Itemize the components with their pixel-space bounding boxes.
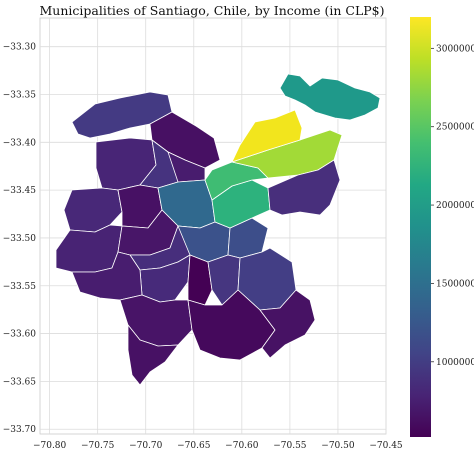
x-tick-labels: −70.80 −70.75 −70.70 −70.65 −70.60 −70.55 −70.… (33, 441, 403, 451)
map-title: Municipalities of Santiago, Chile, by In… (39, 3, 384, 18)
y-tick-label: −33.70 (3, 425, 37, 435)
colorbar: 1000000 1500000 2000000 2500000 3000000 (410, 17, 474, 437)
x-tick-label: −70.50 (321, 441, 355, 451)
x-tick-label: −70.80 (33, 441, 67, 451)
x-tick-label: −70.45 (369, 441, 403, 451)
y-tick-label: −33.55 (3, 282, 37, 292)
x-tick-label: −70.55 (273, 441, 307, 451)
region-east-penalolen (267, 159, 341, 216)
y-tick-label: −33.45 (3, 186, 37, 196)
x-tick-label: −70.70 (129, 441, 163, 451)
y-tick-label: −33.30 (3, 43, 37, 53)
colorbar-tick-label: 2000000 (436, 201, 474, 211)
y-tick-label: −33.35 (3, 91, 37, 101)
colorbar-tick-label: 2500000 (436, 123, 474, 133)
x-tick-label: −70.65 (177, 441, 211, 451)
y-tick-label: −33.40 (3, 138, 37, 148)
y-tick-label: −33.60 (3, 330, 37, 340)
colorbar-tick-label: 3000000 (436, 44, 474, 54)
colorbar-tick-labels: 1000000 1500000 2000000 2500000 3000000 (431, 44, 474, 368)
colorbar-gradient (410, 17, 431, 437)
y-tick-label: −33.50 (3, 234, 37, 244)
municipality-regions (55, 73, 381, 386)
y-tick-label: −33.65 (3, 377, 37, 387)
region-north-central-a (167, 151, 206, 183)
colorbar-tick-label: 1000000 (436, 358, 474, 368)
region-southeast-mountains (259, 289, 316, 359)
region-lo-barnechea (231, 109, 303, 163)
y-tick-labels: −33.30 −33.35 −33.40 −33.45 −33.50 −33.55 −33.… (3, 43, 37, 436)
x-tick-label: −70.60 (225, 441, 259, 451)
colorbar-tick-label: 1500000 (436, 279, 474, 289)
region-southwest-a (71, 251, 143, 301)
region-south-west-c (127, 324, 179, 386)
region-northeast-mountains (279, 73, 381, 121)
x-tick-label: −70.75 (81, 441, 115, 451)
